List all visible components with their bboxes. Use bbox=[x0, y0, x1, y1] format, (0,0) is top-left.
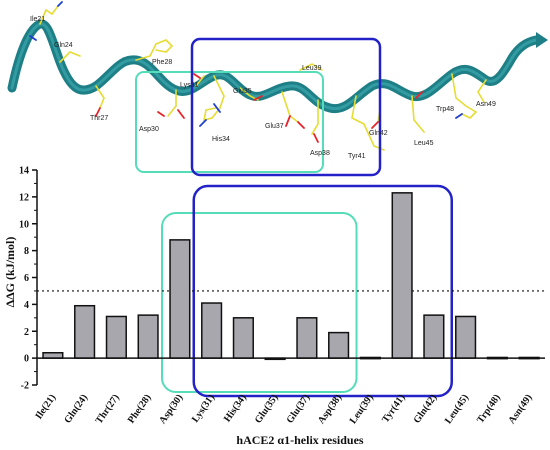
x-tick-label: Asp(30) bbox=[157, 392, 185, 426]
x-tick-label: Asp(38) bbox=[316, 392, 344, 426]
residue-label-glu37: Glu37 bbox=[265, 123, 284, 130]
bar bbox=[105, 315, 127, 359]
x-tick-label: Lys(31) bbox=[190, 392, 217, 424]
residue-label-leu45: Leu45 bbox=[414, 140, 434, 147]
x-tick-label: Asn(49) bbox=[506, 392, 534, 426]
residue-label-phe28: Phe28 bbox=[152, 59, 172, 66]
x-tick-label: Leu(45) bbox=[443, 392, 471, 426]
residue-label-asp30: Asp30 bbox=[139, 126, 159, 133]
y-tick-label: 8 bbox=[24, 246, 29, 257]
bar bbox=[296, 317, 318, 359]
bar bbox=[455, 315, 477, 359]
x-tick-label: Leu(39) bbox=[348, 392, 376, 426]
bar bbox=[391, 192, 413, 359]
y-axis: -2 0 2 4 6 8 10 12 14 bbox=[19, 166, 38, 392]
x-tick-label: Thr(27) bbox=[94, 392, 122, 426]
residue-label-asp38: Asp38 bbox=[310, 150, 330, 157]
residue-label-thr27: Thr27 bbox=[90, 115, 108, 122]
y-tick-label: 4 bbox=[24, 300, 29, 311]
x-tick-label: Glu(35) bbox=[253, 392, 281, 425]
residue-label-tyr41: Tyr41 bbox=[348, 153, 366, 160]
bar bbox=[169, 239, 191, 359]
helix-structure-panel: Ile21 Gln24 Phe28 Thr27 Lys31 Asp30 Glu3… bbox=[7, 1, 548, 177]
structure-box-blue bbox=[190, 37, 382, 177]
bar bbox=[137, 314, 159, 359]
ddg-bar-chart: -2 0 2 4 6 8 10 12 14 Ile(21) Gln(24) Thr(27) Phe(2… bbox=[3, 166, 545, 447]
helix-ribbon bbox=[7, 19, 548, 114]
bar bbox=[42, 352, 64, 359]
y-tick-label: 12 bbox=[19, 192, 29, 203]
residue-label-gln42: Gln42 bbox=[369, 130, 388, 137]
x-tick-label: Ile(21) bbox=[33, 392, 58, 421]
x-tick-label: Glu(37) bbox=[285, 392, 313, 425]
x-tick-label: Trp(48) bbox=[475, 392, 503, 425]
residue-label-asn49: Asn49 bbox=[476, 101, 496, 108]
residue-label-glu35: Glu35 bbox=[233, 88, 252, 95]
chart-box-cyan bbox=[161, 212, 358, 393]
y-tick-label: 6 bbox=[24, 273, 29, 284]
y-tick-label: 2 bbox=[24, 327, 29, 338]
y-axis-title: ΔΔG (kJ/mol) bbox=[3, 237, 17, 308]
bar bbox=[74, 304, 96, 359]
residue-label-ile21: Ile21 bbox=[30, 16, 45, 23]
x-tick-label: Phe(28) bbox=[126, 392, 154, 425]
bar bbox=[328, 331, 350, 359]
bar bbox=[232, 317, 254, 359]
x-axis-title: hACE2 α1-helix residues bbox=[236, 433, 363, 447]
y-tick-label: 10 bbox=[19, 219, 29, 230]
x-tick-label: Tyr(41) bbox=[380, 392, 407, 425]
bar bbox=[201, 302, 223, 359]
bars bbox=[42, 192, 540, 361]
side-chains bbox=[29, 1, 487, 151]
residue-labels: Ile21 Gln24 Phe28 Thr27 Lys31 Asp30 Glu3… bbox=[30, 16, 496, 160]
x-tick-label: Gln(42) bbox=[412, 392, 440, 425]
x-tick-label: Gln(24) bbox=[62, 392, 90, 425]
residue-label-trp48: Trp48 bbox=[436, 106, 454, 113]
y-tick-label: 14 bbox=[19, 166, 29, 177]
residue-label-his34: His34 bbox=[212, 136, 230, 143]
residue-label-leu39: Leu39 bbox=[302, 65, 322, 72]
y-tick-label: 0 bbox=[24, 354, 29, 365]
structure-box-cyan bbox=[135, 71, 324, 173]
y-tick-label: -2 bbox=[21, 381, 29, 392]
residue-label-lys31: Lys31 bbox=[180, 82, 199, 89]
bar bbox=[423, 314, 445, 359]
residue-label-gln24: Gln24 bbox=[54, 42, 73, 49]
